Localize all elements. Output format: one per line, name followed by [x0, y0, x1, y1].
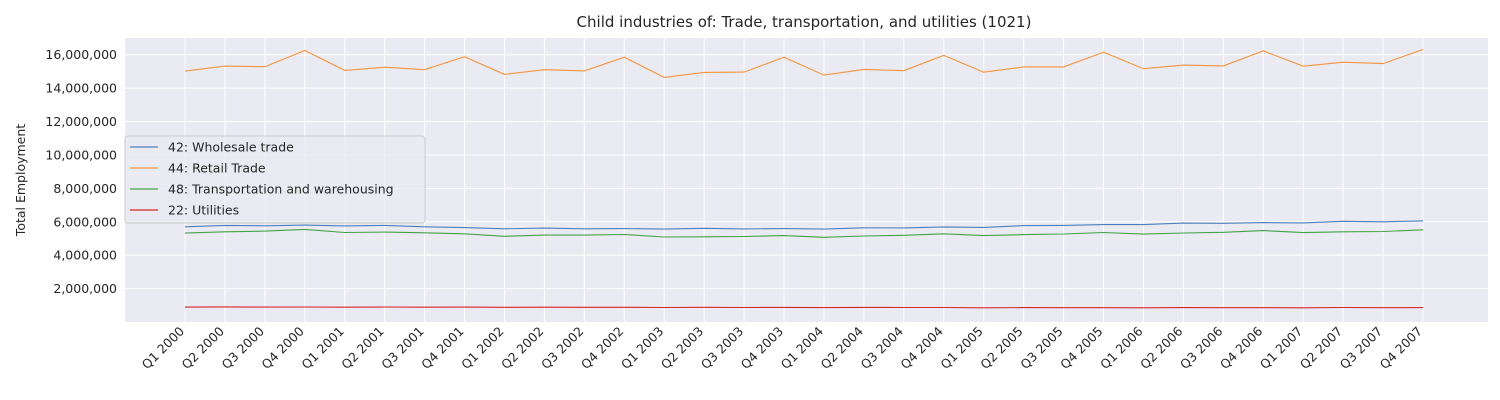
x-tick-label: Q4 2005 [1057, 324, 1105, 372]
y-tick-label: 14,000,000 [45, 81, 117, 96]
x-tick-label: Q1 2004 [778, 323, 827, 372]
x-tick-label: Q4 2002 [578, 324, 626, 372]
x-tick-label: Q2 2004 [818, 323, 867, 372]
x-tick-label: Q3 2005 [1017, 324, 1065, 372]
x-tick-label: Q2 2005 [977, 324, 1025, 372]
series-line [184, 306, 1424, 309]
x-tick-label: Q2 2000 [179, 323, 228, 372]
y-tick-label: 12,000,000 [45, 114, 117, 129]
x-tick-label: Q1 2003 [618, 324, 666, 372]
x-tick-label: Q4 2000 [258, 323, 307, 372]
legend: 42: Wholesale trade 44: Retail Trade 48: T… [124, 135, 426, 224]
x-tick-label: Q2 2002 [498, 324, 546, 372]
x-tick-label: Q3 2006 [1177, 323, 1226, 372]
x-tick-label: Q3 2007 [1337, 324, 1385, 372]
x-tick-label: Q3 2001 [378, 324, 426, 372]
x-tick-label: Q1 2006 [1097, 323, 1146, 372]
x-tick-label: Q3 2002 [538, 324, 586, 372]
x-tick-label: Q1 2007 [1257, 324, 1305, 372]
y-tick-label: 2,000,000 [53, 281, 117, 296]
x-tick-label: Q4 2004 [897, 323, 946, 372]
x-tick-label: Q4 2003 [738, 324, 786, 372]
x-tick-label: Q2 2003 [658, 324, 706, 372]
legend-label: 22: Utilities [168, 203, 239, 218]
y-axis-label: Total Employment [13, 124, 28, 237]
y-tick-label: 6,000,000 [53, 214, 117, 229]
x-tick-label: Q1 2002 [458, 324, 506, 372]
x-tick-label: Q2 2006 [1137, 323, 1186, 372]
legend-label: 44: Retail Trade [168, 161, 266, 176]
series-lines [184, 48, 1424, 309]
x-tick-label: Q1 2001 [298, 324, 346, 372]
series-line [184, 220, 1424, 230]
legend-box [124, 135, 426, 224]
chart-title: Child industries of: Trade, transportati… [577, 13, 1032, 31]
y-tick-label: 16,000,000 [45, 47, 117, 62]
series-line [184, 228, 1424, 238]
y-tick-label: 4,000,000 [53, 248, 117, 263]
y-tick-label: 8,000,000 [53, 181, 117, 196]
legend-label: 48: Transportation and warehousing [168, 182, 394, 197]
x-tick-label: Q2 2001 [338, 324, 386, 372]
series-line [184, 48, 1424, 78]
legend-label: 42: Wholesale trade [168, 140, 294, 155]
x-tick-label: Q4 2006 [1217, 323, 1266, 372]
x-tick-label: Q1 2005 [937, 324, 985, 372]
x-tick-label: Q2 2007 [1297, 324, 1345, 372]
y-tick-label: 10,000,000 [45, 147, 117, 162]
x-tick-label: Q4 2001 [418, 324, 466, 372]
x-tick-label: Q3 2000 [219, 323, 268, 372]
x-tick-label: Q1 2000 [139, 323, 188, 372]
x-tick-label: Q3 2004 [857, 323, 906, 372]
x-tick-label: Q4 2007 [1377, 324, 1425, 372]
y-axis-ticks: 2,000,000 4,000,000 6,000,000 8,000,000 10,0… [45, 47, 117, 296]
x-tick-label: Q3 2003 [698, 324, 746, 372]
